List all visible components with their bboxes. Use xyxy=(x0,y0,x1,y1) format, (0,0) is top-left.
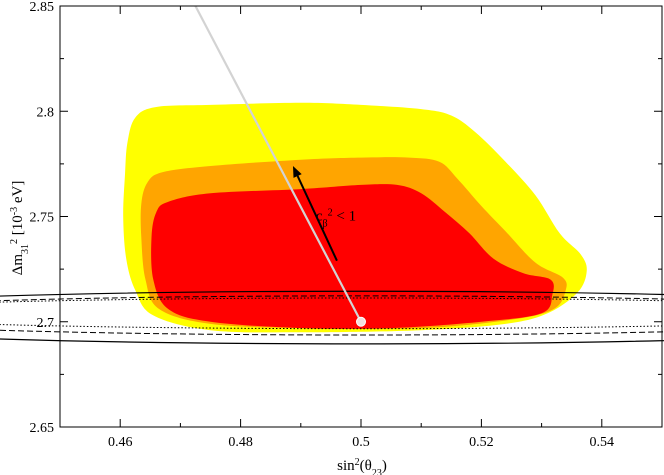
trajectory-point xyxy=(356,316,366,327)
trajectory-line xyxy=(194,5,362,323)
ellipse-solid xyxy=(0,290,664,345)
x-tick-label: 0.5 xyxy=(352,435,370,450)
x-tick-label: 0.46 xyxy=(108,435,133,450)
arrow-shaft xyxy=(296,175,338,262)
trajectory-and-arrow xyxy=(194,5,366,327)
ellipse-contours xyxy=(0,290,664,345)
axis-ticks: 0.46 0.48 0.5 0.52 0.54 2.65 2.7 2.75 2.8 2.85 xyxy=(30,0,663,450)
x-tick-label: 0.52 xyxy=(469,435,494,450)
y-axis-label: Δm312 [10-3 eV] xyxy=(9,181,31,276)
y-tick-label: 2.7 xyxy=(37,316,55,331)
x-axis-label: sin2(θ23) xyxy=(337,457,387,475)
x-tick-label: 0.54 xyxy=(590,435,615,450)
arrow-head xyxy=(292,165,302,178)
y-tick-label: 2.8 xyxy=(37,105,55,120)
confidence-regions xyxy=(123,102,587,333)
y-tick-label: 2.85 xyxy=(30,0,55,15)
ellipse-dashed xyxy=(0,295,664,336)
annotation-label: cβ2 < 1 xyxy=(316,207,356,229)
y-tick-label: 2.75 xyxy=(30,211,55,226)
ellipse-dotted xyxy=(0,297,664,330)
y-tick-label: 2.65 xyxy=(30,421,55,436)
x-tick-label: 0.48 xyxy=(228,435,253,450)
region-inner xyxy=(151,184,554,329)
